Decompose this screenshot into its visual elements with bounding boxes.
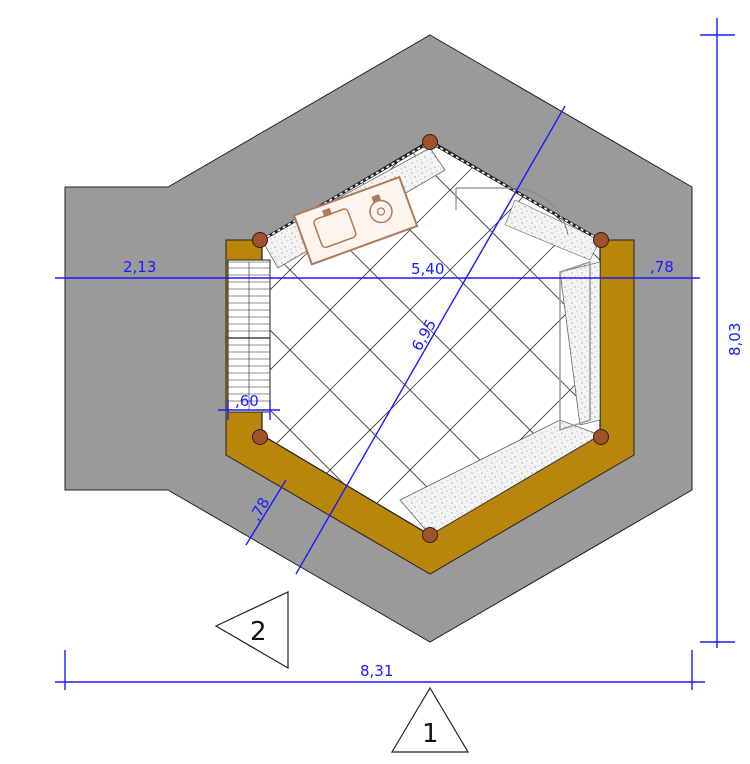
column-marker xyxy=(593,232,609,248)
door-swing xyxy=(455,187,569,236)
column-marker xyxy=(422,134,438,150)
entry-door xyxy=(227,259,271,413)
column-marker xyxy=(252,429,268,445)
diagonal-dimension-line xyxy=(295,105,566,575)
dimension-lines xyxy=(55,18,735,690)
columns xyxy=(252,134,609,543)
dim-right-offset: ,78 xyxy=(650,258,674,276)
column-marker xyxy=(422,527,438,543)
shower-outline xyxy=(559,260,591,432)
dim-left-offset: 2,13 xyxy=(123,258,156,276)
section-marker-2-label: 2 xyxy=(250,617,267,647)
dim-total-width: 8,31 xyxy=(360,662,393,680)
section-marker-1: 1 xyxy=(390,686,470,753)
dim-door-width: ,60 xyxy=(235,392,259,410)
section-marker-2: 2 xyxy=(214,591,289,670)
section-marker-1-label: 1 xyxy=(422,719,439,749)
window-edges xyxy=(261,140,601,242)
room-floor xyxy=(261,139,601,536)
column-marker xyxy=(252,232,268,248)
round-sink-icon xyxy=(369,194,393,224)
dim-total-height: 8,03 xyxy=(726,323,744,356)
vanity-counter xyxy=(292,175,419,266)
sink-basin-icon xyxy=(313,207,357,249)
dim-interior-width: 5,40 xyxy=(411,260,444,278)
wall-dimension-line xyxy=(245,479,287,546)
column-marker xyxy=(593,429,609,445)
